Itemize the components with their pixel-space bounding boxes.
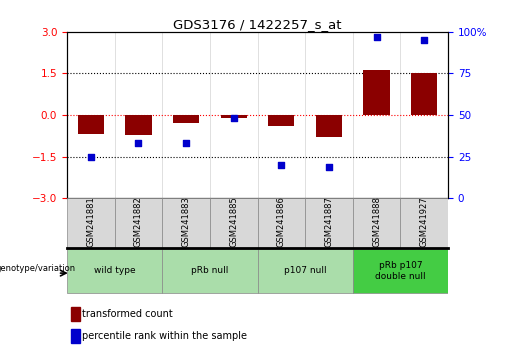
Text: percentile rank within the sample: percentile rank within the sample (82, 331, 247, 341)
Bar (411, 74, 437, 115)
Point (230, 115, 238, 121)
Text: GSM241886: GSM241886 (277, 196, 286, 247)
Bar (162, 249, 258, 293)
Bar (316, 115, 342, 137)
Bar (401, 198, 448, 248)
Bar (220, 115, 247, 118)
Text: pRb p107
double null: pRb p107 double null (375, 261, 426, 280)
Text: wild type: wild type (94, 266, 135, 275)
Bar (364, 70, 390, 115)
Bar (114, 198, 162, 248)
Point (420, 38, 428, 43)
Point (134, 141, 143, 146)
Text: genotype/variation: genotype/variation (0, 264, 76, 273)
Bar (258, 249, 353, 293)
Text: GSM241881: GSM241881 (87, 197, 95, 247)
Bar (210, 198, 258, 248)
Bar (71, 329, 80, 343)
Bar (71, 307, 80, 321)
Point (325, 164, 333, 170)
Point (87, 154, 95, 159)
Text: GSM241927: GSM241927 (420, 197, 428, 247)
Bar (268, 115, 295, 126)
Bar (162, 198, 210, 248)
Bar (78, 115, 104, 135)
Bar (173, 115, 199, 124)
Text: GSM241885: GSM241885 (229, 197, 238, 247)
Point (372, 34, 381, 40)
Text: GSM241882: GSM241882 (134, 197, 143, 247)
Point (182, 141, 190, 146)
Bar (125, 115, 151, 135)
Title: GDS3176 / 1422257_s_at: GDS3176 / 1422257_s_at (173, 18, 342, 31)
Bar (353, 198, 401, 248)
Bar (67, 249, 162, 293)
Bar (67, 198, 115, 248)
Text: GSM241887: GSM241887 (324, 196, 333, 247)
Point (277, 162, 285, 168)
Text: transformed count: transformed count (82, 309, 173, 319)
Bar (353, 249, 448, 293)
Bar (305, 198, 353, 248)
Text: p107 null: p107 null (284, 266, 327, 275)
Text: pRb null: pRb null (191, 266, 229, 275)
Text: GSM241888: GSM241888 (372, 196, 381, 247)
Bar (258, 198, 305, 248)
Text: GSM241883: GSM241883 (182, 196, 191, 247)
